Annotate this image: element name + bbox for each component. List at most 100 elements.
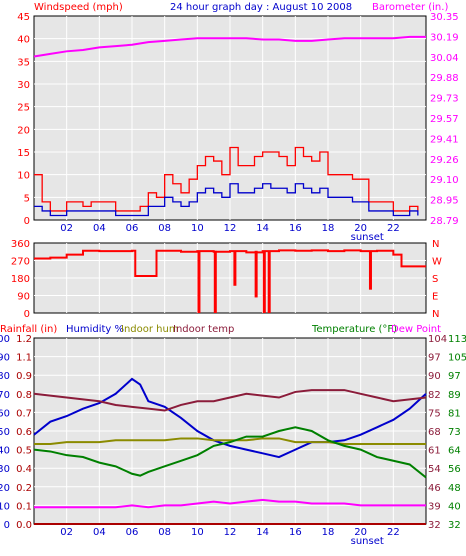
- barometer-ytick-right: 29.26: [430, 155, 459, 166]
- direction-ytick-left: 180: [11, 274, 30, 285]
- humidity-ytick: 10: [0, 501, 10, 512]
- temp-xtick: 18: [322, 527, 335, 538]
- series-barometer-in-: [33, 35, 426, 58]
- direction-ytick-right: E: [432, 292, 438, 303]
- temp-sunset-label: sunset: [351, 536, 384, 547]
- temperature-ytick: 40: [448, 501, 461, 512]
- temperature-ytick: 48: [448, 483, 461, 494]
- barometer-ytick-right: 30.04: [430, 53, 459, 64]
- temp-legend-item: Indoor hum: [121, 324, 179, 335]
- wind-xtick: 14: [256, 223, 269, 234]
- temp-legend-item: Rainfall (in): [0, 324, 57, 335]
- wind-ytick-left: 30: [17, 80, 30, 91]
- dewpoint-ytick: 46: [428, 483, 441, 494]
- temperature-ytick: 32: [448, 520, 461, 531]
- wind-xtick: 08: [158, 223, 171, 234]
- barometer-ytick-right: 29.88: [430, 73, 459, 84]
- humidity-ytick: 30: [0, 464, 10, 475]
- barometer-ytick-right: 29.41: [430, 134, 459, 145]
- temperature-ytick: 105: [448, 353, 466, 364]
- wind-sunset-label: sunset: [351, 232, 384, 243]
- temp-legend-item: Dew Point: [391, 324, 441, 335]
- wind-xtick: 10: [191, 223, 204, 234]
- rainfall-ytick: 0.0: [16, 520, 32, 531]
- barometer-ytick-right: 29.73: [430, 94, 459, 105]
- humidity-ytick: 60: [0, 408, 10, 419]
- wind-xtick: 04: [93, 223, 106, 234]
- wind-ytick-left: 20: [17, 125, 30, 136]
- dewpoint-ytick: 104: [428, 334, 447, 345]
- series-indoor-temp: [33, 389, 427, 412]
- wind-xtick: 06: [126, 223, 139, 234]
- rainfall-ytick: 1.2: [16, 334, 32, 345]
- barometer-ytick-right: 30.19: [430, 32, 459, 43]
- dewpoint-ytick: 32: [428, 520, 441, 531]
- barometer-ytick-right: 28.79: [430, 216, 459, 227]
- direction-ytick-left: 0: [24, 309, 30, 320]
- dewpoint-ytick: 75: [428, 408, 441, 419]
- dewpoint-ytick: 90: [428, 371, 441, 382]
- rainfall-ytick: 1.1: [16, 353, 32, 364]
- temp-xtick: 10: [191, 527, 204, 538]
- wind-ytick-left: 40: [17, 35, 30, 46]
- dewpoint-ytick: 54: [428, 464, 441, 475]
- wind-ytick-left: 5: [24, 193, 30, 204]
- temp-xtick: 14: [256, 527, 269, 538]
- barometer-ytick-right: 29.57: [430, 114, 459, 125]
- series-temperature-f-: [33, 426, 427, 479]
- temp-xtick: 22: [387, 527, 400, 538]
- humidity-ytick: 90: [0, 353, 10, 364]
- wind-ytick-left: 15: [17, 148, 30, 159]
- windspeed-title: Windspeed (mph): [34, 2, 123, 13]
- humidity-ytick: 20: [0, 483, 10, 494]
- temperature-ytick: 81: [448, 408, 461, 419]
- humidity-ytick: 50: [0, 427, 10, 438]
- dewpoint-ytick: 61: [428, 446, 441, 457]
- barometer-ytick-right: 28.95: [430, 196, 459, 207]
- temp-xtick: 06: [126, 527, 139, 538]
- barometer-title: Barometer (in.): [372, 2, 448, 13]
- rainfall-ytick: 0.1: [16, 501, 32, 512]
- temperature-ytick: 97: [448, 371, 461, 382]
- series-wind-gust-avg: [34, 183, 419, 217]
- humidity-ytick: 40: [0, 446, 10, 457]
- temp-xtick: 20: [354, 527, 367, 538]
- temp-legend-item: Indoor temp: [173, 324, 234, 335]
- direction-ytick-right: W: [432, 257, 442, 268]
- humidity-ytick: 70: [0, 390, 10, 401]
- wind-ytick-left: 35: [17, 57, 30, 68]
- rainfall-ytick: 0.4: [16, 464, 32, 475]
- wind-xtick: 18: [322, 223, 335, 234]
- temp-legend-item: Temperature (°F): [311, 324, 397, 335]
- barometer-ytick-right: 29.10: [430, 175, 459, 186]
- dewpoint-ytick: 97: [428, 353, 441, 364]
- wind-xtick: 22: [387, 223, 400, 234]
- wind-ytick-left: 0: [24, 216, 30, 227]
- wind-ytick-left: 45: [17, 12, 30, 23]
- direction-ytick-right: N: [432, 309, 439, 320]
- temp-xtick: 08: [158, 527, 171, 538]
- temperature-ytick: 56: [448, 464, 461, 475]
- series-wind-direction: [34, 249, 426, 278]
- wind-xtick: 02: [60, 223, 73, 234]
- direction-ytick-left: 270: [11, 257, 30, 268]
- chart-layer: 0 5 10 15 20 25 30 35 40 45 28.79 28.95 29.10 29.26 29…: [0, 12, 466, 547]
- wind-xtick: 12: [224, 223, 237, 234]
- humidity-ytick: 0: [4, 520, 10, 531]
- temp-xtick: 16: [289, 527, 302, 538]
- temp-legend-item: Humidity %: [66, 324, 124, 335]
- temperature-ytick: 64: [448, 446, 461, 457]
- dewpoint-ytick: 39: [428, 501, 441, 512]
- rainfall-ytick: 0.6: [16, 427, 32, 438]
- temperature-ytick: 73: [448, 427, 461, 438]
- temp-xtick: 02: [60, 527, 73, 538]
- dewpoint-ytick: 82: [428, 390, 441, 401]
- page-title: 24 hour graph day : August 10 2008: [170, 2, 352, 13]
- rainfall-ytick: 0.8: [16, 390, 32, 401]
- series-windspeed-mph-: [34, 146, 419, 212]
- wind-xtick: 20: [354, 223, 367, 234]
- direction-ytick-right: N: [432, 239, 439, 250]
- temp-xtick: 12: [224, 527, 237, 538]
- rainfall-ytick: 0.9: [16, 371, 32, 382]
